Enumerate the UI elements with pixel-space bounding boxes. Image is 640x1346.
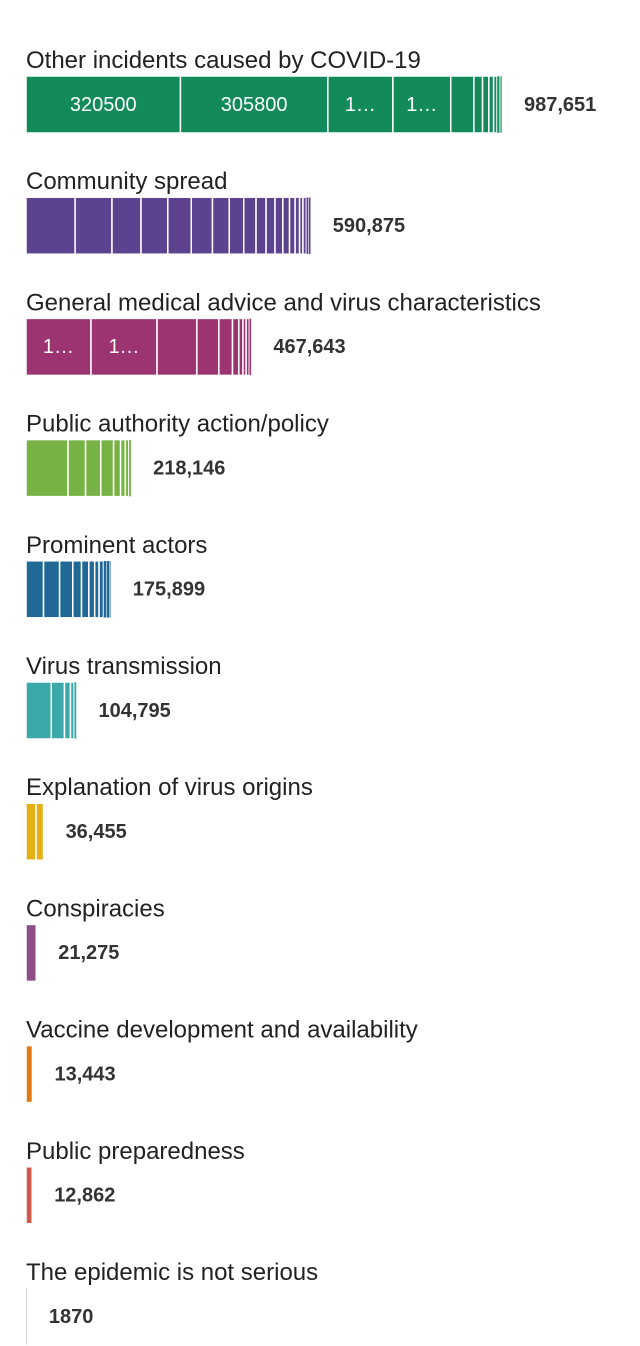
bar-segment [496,75,500,134]
total-label: 467,643 [273,336,345,358]
bar-segment [106,560,110,619]
bar-segment [103,560,107,619]
bar-segment [282,196,291,255]
bar-segment [25,75,182,134]
bar-segment [69,681,75,740]
total-label: 590,875 [333,215,405,237]
bar-segment [211,196,230,255]
bar-segment [128,439,132,497]
bar-segment [72,560,83,619]
bar-segment [449,75,475,134]
segment-label: 1… [406,94,437,116]
bar-segment [473,75,484,134]
segment-label: 1… [108,336,139,358]
bar-segment [50,681,66,740]
bar-segment [243,196,257,255]
bar-segment [25,438,69,498]
bar-segment [84,438,102,498]
category-label: General medical advice and virus charact… [26,289,541,316]
bar-segment [111,196,142,255]
bar-segment [67,438,87,498]
total-label: 12,862 [54,1185,115,1207]
bar-segment [25,1044,34,1104]
total-label: 36,455 [66,821,127,843]
bar-segment [25,681,53,740]
bar-segment [63,681,72,740]
bar-segment [74,196,113,255]
bar-segment [124,438,130,498]
category-label: Conspiracies [26,895,165,922]
bar-segment [58,560,74,619]
bar-segment [306,196,309,255]
bar-segment [196,317,220,377]
bar-segment [308,196,312,255]
bar-segment [25,802,37,861]
bar-segment [500,75,503,134]
bar-segment [274,196,284,255]
bar-segment [245,317,251,377]
bar-segment [112,438,122,498]
bar-segment [167,196,193,255]
total-label: 13,443 [54,1063,115,1085]
bar-segment [492,75,498,134]
category-label: The epidemic is not serious [26,1259,318,1286]
category-label: Other incidents caused by COVID-19 [26,47,421,74]
bar-segment [249,318,252,376]
bar-segment [35,802,45,861]
bar-segment [265,196,276,255]
bar-segment [25,1166,33,1225]
total-label: 104,795 [99,700,171,722]
bar-segment [302,196,308,255]
bar-segment [228,196,245,255]
category-label: Virus transmission [26,653,222,680]
bar-segment [100,438,115,498]
bar-segment [73,681,77,740]
bar-segment [156,317,198,377]
category-label: Explanation of virus origins [26,774,313,801]
bar-segment [140,196,169,255]
bar-segment [481,75,490,134]
bar-segment [90,317,158,377]
total-label: 21,275 [58,942,119,964]
bar-segment [42,560,61,619]
total-label: 987,651 [524,94,596,116]
segment-label: 1… [43,336,74,358]
bar-segment [25,317,92,377]
bar-segment [179,75,329,134]
bar-segment [288,196,296,255]
category-label: Community spread [26,168,227,195]
bar-segment [80,560,90,619]
bar-segment [218,317,234,377]
bar-segment [231,317,240,377]
category-label: Vaccine development and availability [26,1017,418,1044]
bar-segment [25,1287,28,1346]
category-label: Public authority action/policy [26,411,329,438]
bar-segment [88,560,96,619]
segment-label: 320500 [70,94,137,116]
bar-segment [190,196,214,255]
bar-segment [98,560,105,619]
bar-segment [327,75,394,134]
total-label: 175,899 [133,579,205,601]
segment-label: 1… [345,94,376,116]
total-label: 1870 [49,1306,93,1328]
bar-segment [255,196,267,255]
category-label: Prominent actors [26,532,207,559]
bar-segment [25,560,45,619]
segment-label: 305800 [221,94,288,116]
bar-segment [25,196,76,255]
total-label: 218,146 [153,457,225,479]
bar-segment [25,923,38,983]
category-label: Public preparedness [26,1138,245,1165]
bar-segment [109,560,112,619]
